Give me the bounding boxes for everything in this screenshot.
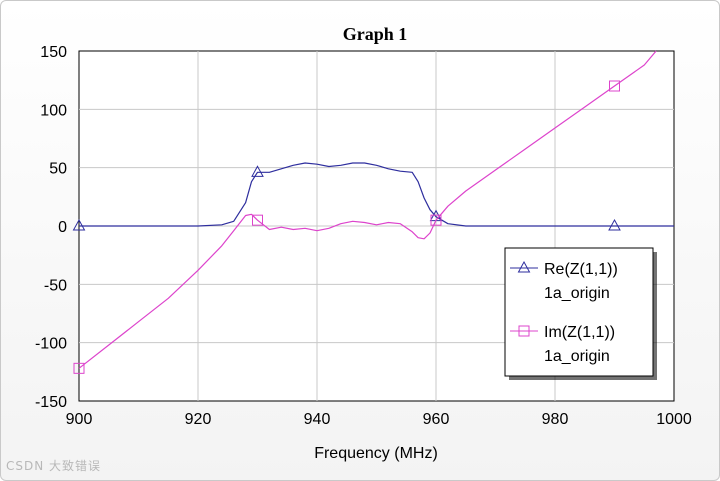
chart-title: Graph 1 — [343, 24, 408, 44]
x-tick-label: 960 — [423, 411, 450, 428]
series-layer — [72, 50, 674, 374]
y-tick-label: -50 — [44, 277, 67, 294]
triangle-marker — [251, 165, 264, 177]
x-tick-label: 1000 — [656, 411, 692, 428]
x-tick-label: 940 — [304, 411, 331, 428]
triangle-marker — [608, 218, 621, 231]
square-marker — [73, 362, 85, 374]
square-marker — [609, 80, 620, 92]
y-tick-label: -100 — [35, 336, 67, 353]
x-tick-label: 920 — [185, 411, 212, 428]
legend-sublabel-im: 1a_origin — [544, 348, 610, 365]
y-tick-label: 0 — [58, 219, 67, 236]
y-tick-label: 150 — [40, 44, 67, 61]
watermark: CSDN 大致错误 — [6, 459, 102, 473]
legend-label-re: Re(Z(1,1)) — [544, 261, 618, 278]
y-tick-label: 100 — [40, 102, 67, 119]
series-line-re — [79, 162, 674, 227]
legend: Re(Z(1,1)) 1a_origin Im(Z(1,1)) 1a_origi… — [504, 247, 657, 380]
legend-box — [504, 247, 654, 377]
legend-marker-square — [518, 325, 530, 337]
legend-sublabel-re: 1a_origin — [544, 285, 610, 302]
square-marker — [430, 214, 442, 226]
x-tick-label: 980 — [542, 411, 569, 428]
y-tick-labels: 150 100 50 0 -50 -100 -150 — [35, 44, 67, 411]
square-marker — [252, 214, 263, 226]
legend-marker-triangle — [517, 260, 531, 273]
x-tick-labels: 900 920 940 960 980 1000 — [66, 411, 692, 428]
y-tick-label: -150 — [35, 394, 67, 411]
x-axis-label: Frequency (MHz) — [314, 445, 438, 462]
legend-label-im: Im(Z(1,1)) — [544, 324, 615, 341]
x-tick-label: 900 — [66, 411, 93, 428]
y-tick-label: 50 — [49, 161, 67, 178]
triangle-marker — [72, 218, 86, 231]
series-line-im — [78, 50, 657, 369]
